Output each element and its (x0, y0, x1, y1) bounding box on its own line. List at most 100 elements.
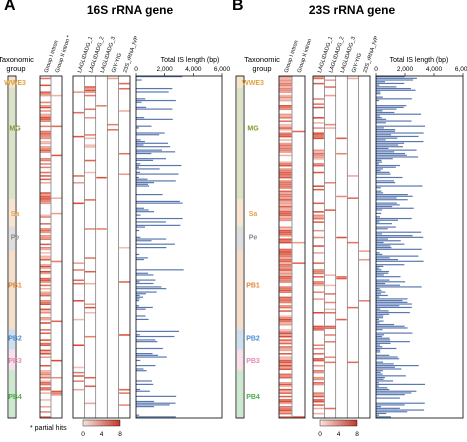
heat-cell (279, 81, 292, 83)
length-bar (376, 197, 397, 199)
length-bar (376, 329, 383, 331)
length-bar (136, 166, 139, 168)
length-bar (376, 339, 391, 341)
length-bar (136, 202, 183, 204)
heat-cell (279, 125, 292, 128)
heat-cell (84, 159, 96, 162)
length-bar (376, 265, 384, 268)
heat-cell (336, 195, 347, 198)
length-bar (376, 86, 397, 88)
heat-cell (279, 409, 292, 411)
heat-cell (279, 305, 292, 307)
heat-cell (73, 175, 84, 177)
heat-cell (40, 380, 51, 382)
heat-cell (279, 279, 292, 282)
length-bar (376, 258, 399, 261)
heat-cell (336, 318, 347, 321)
heat-cell (279, 240, 292, 242)
length-bar (376, 91, 381, 93)
panel-a-protein-heatmap (72, 75, 131, 419)
heat-cell (324, 311, 336, 314)
heat-cell (313, 364, 324, 367)
heat-cell (73, 202, 84, 205)
heat-cell (40, 344, 51, 347)
length-bar (376, 81, 386, 83)
heat-cell (279, 298, 292, 300)
length-bar (136, 185, 150, 187)
length-bar (376, 354, 390, 356)
length-bar (376, 170, 381, 172)
heat-cell (279, 272, 292, 275)
length-bar (376, 212, 382, 214)
length-bar (376, 416, 391, 418)
heat-cell (313, 272, 324, 275)
heat-cell (51, 94, 62, 97)
heat-cell (51, 197, 62, 199)
length-bar (376, 296, 380, 298)
heat-cell (40, 216, 51, 218)
length-bar (376, 245, 391, 247)
panel-a-length-label: Total IS length (bp) (161, 57, 220, 64)
heat-cell (324, 274, 336, 276)
heat-cell (40, 371, 51, 374)
group-band-pb2 (237, 329, 243, 350)
length-bar (376, 240, 401, 242)
heat-cell (84, 228, 96, 230)
column-header: GIY-YIG (111, 52, 123, 73)
heat-cell (279, 315, 292, 317)
length-bar (136, 383, 154, 385)
group-band-pb3 (9, 349, 15, 371)
heat-cell (313, 217, 324, 220)
heat-cell (84, 86, 96, 88)
length-bar (376, 176, 403, 179)
length-bar (376, 113, 422, 115)
length-bar (376, 207, 414, 209)
length-bar (376, 373, 383, 375)
heat-cell (313, 347, 324, 350)
length-bar (376, 320, 384, 322)
heat-cell (313, 117, 324, 119)
heat-cell (40, 364, 51, 367)
heat-cell (40, 339, 51, 341)
panel-a: A 16S rRNA gene Taxonomic group Total IS… (0, 0, 231, 419)
heat-cell (313, 252, 324, 254)
length-bar (376, 106, 404, 108)
heat-cell (313, 382, 324, 384)
heat-cell (279, 142, 292, 145)
heat-cell (40, 277, 51, 280)
heat-cell (279, 193, 292, 196)
heat-cell (313, 149, 324, 152)
length-bar (136, 214, 141, 216)
length-bar (136, 118, 173, 120)
length-bar (136, 236, 141, 238)
length-bar (136, 209, 149, 211)
footnote: * partial hits (30, 425, 67, 432)
length-bar (376, 368, 402, 370)
length-bar (136, 159, 154, 161)
column-header: Group II intron (297, 38, 314, 73)
heat-cell (279, 235, 292, 237)
heat-cell (313, 122, 324, 124)
length-bar (136, 286, 162, 288)
heat-cell (324, 301, 336, 304)
heat-cell (313, 106, 324, 109)
length-bar (136, 400, 155, 403)
group-band-sa (237, 199, 243, 227)
heat-cell (279, 385, 292, 388)
heat-cell (279, 241, 292, 244)
heat-cell (279, 163, 292, 165)
heat-cell (347, 77, 359, 80)
heat-cell (279, 274, 292, 276)
heat-cell (313, 311, 324, 314)
length-bar (136, 404, 170, 406)
heat-cell (279, 117, 292, 119)
heat-cell (119, 82, 130, 85)
length-bar (376, 363, 394, 365)
length-bar (136, 354, 159, 356)
heat-cell (119, 404, 130, 406)
length-bar (136, 164, 182, 167)
heat-cell (279, 173, 292, 176)
heat-cell (279, 270, 292, 273)
heatmap-frame (72, 75, 131, 419)
panel-a-letter: A (4, 0, 16, 14)
